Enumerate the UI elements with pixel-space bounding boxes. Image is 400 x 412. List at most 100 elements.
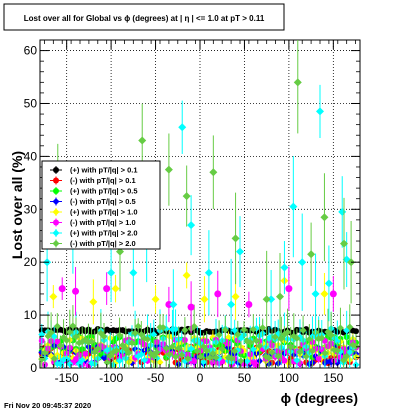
- data-point: [47, 329, 55, 337]
- data-point: [284, 328, 292, 336]
- data-point: [227, 300, 236, 309]
- legend-entry-label: (+) with pT/|q| > 0.1: [70, 166, 138, 175]
- legend-marker: [52, 240, 60, 247]
- data-point: [178, 351, 186, 359]
- data-point: [209, 359, 216, 366]
- data-point: [307, 250, 316, 259]
- legend-marker: [53, 177, 59, 184]
- data-point: [252, 324, 260, 332]
- legend-entry-label: (-) with pT/|q| > 0.5: [70, 197, 136, 206]
- data-point: [287, 343, 295, 351]
- data-point: [329, 290, 337, 298]
- chart-title: Lost over all for Global vs ϕ (degrees) …: [24, 14, 265, 23]
- data-point: [138, 136, 147, 145]
- data-point: [63, 336, 71, 344]
- data-point: [333, 337, 341, 345]
- data-point: [150, 352, 158, 360]
- data-point: [234, 331, 242, 339]
- data-point: [111, 284, 120, 293]
- data-point: [256, 342, 264, 350]
- data-point: [150, 330, 158, 338]
- data-point: [151, 295, 160, 304]
- data-point: [285, 285, 293, 293]
- legend-entry-label: (+) with pT/|q| > 1.0: [70, 208, 138, 217]
- data-point: [231, 292, 240, 301]
- x-tick-label: -150: [55, 371, 79, 385]
- data-point: [271, 333, 279, 341]
- data-point: [353, 328, 359, 335]
- data-point: [204, 268, 213, 277]
- data-point: [318, 334, 326, 342]
- data-point: [131, 329, 139, 337]
- data-point: [56, 342, 64, 350]
- data-point: [156, 358, 164, 366]
- data-point: [82, 350, 89, 357]
- data-point: [49, 292, 58, 301]
- data-point: [231, 347, 239, 355]
- data-point: [106, 352, 114, 360]
- data-point: [333, 347, 341, 355]
- x-tick-label: 50: [238, 371, 252, 385]
- data-point: [66, 360, 74, 368]
- data-point: [187, 303, 195, 311]
- data-point: [274, 352, 282, 360]
- data-point: [159, 323, 167, 331]
- data-point: [324, 279, 333, 288]
- data-point: [182, 271, 191, 280]
- timestamp: Fri Nov 20 09:45:37 2020: [4, 401, 91, 410]
- data-point: [281, 357, 288, 364]
- data-point: [327, 331, 335, 339]
- data-point: [243, 357, 251, 365]
- data-point: [267, 295, 276, 304]
- legend-marker: [52, 208, 60, 216]
- data-point: [237, 357, 245, 365]
- data-point: [236, 247, 244, 256]
- data-point: [89, 297, 98, 306]
- data-point: [128, 339, 136, 347]
- data-point: [169, 300, 178, 309]
- data-point: [253, 361, 260, 368]
- data-point: [144, 335, 152, 343]
- y-tick-label: 40: [24, 149, 38, 163]
- y-tick-label: 0: [30, 361, 37, 375]
- data-point: [218, 345, 226, 353]
- data-point: [153, 348, 161, 356]
- data-point: [178, 123, 187, 132]
- data-point: [231, 326, 239, 334]
- data-point: [276, 292, 284, 301]
- data-point: [50, 355, 58, 363]
- data-point: [66, 328, 74, 336]
- data-point: [103, 359, 111, 367]
- legend-entry-label: (-) with pT/|q| > 2.0: [70, 239, 136, 248]
- data-point: [302, 353, 310, 361]
- data-point: [299, 326, 307, 334]
- data-point: [187, 345, 195, 353]
- data-point: [100, 332, 108, 340]
- legend: (+) with pT/|q| > 0.1 (-) with pT/|q| > 0…: [50, 166, 138, 248]
- data-point: [228, 355, 236, 363]
- data-point: [103, 285, 111, 293]
- data-point: [246, 338, 254, 346]
- data-point: [182, 192, 191, 201]
- data-point: [293, 356, 301, 364]
- data-point: [298, 258, 307, 267]
- data-point: [308, 347, 316, 355]
- data-point: [214, 290, 222, 298]
- data-point: [209, 168, 218, 177]
- data-point: [305, 335, 313, 343]
- legend-marker: [52, 229, 60, 237]
- data-point: [265, 354, 273, 362]
- y-tick-label: 20: [24, 255, 38, 269]
- data-point: [320, 213, 329, 222]
- data-point: [240, 326, 248, 334]
- data-point: [252, 337, 260, 345]
- data-point: [200, 343, 208, 351]
- data-point: [340, 239, 348, 248]
- data-point: [50, 333, 58, 341]
- data-point: [249, 325, 257, 333]
- data-point: [137, 331, 145, 339]
- data-point: [212, 354, 220, 362]
- legend-entry-label: (+) with pT/|q| > 2.0: [70, 229, 138, 238]
- data-point: [245, 301, 253, 309]
